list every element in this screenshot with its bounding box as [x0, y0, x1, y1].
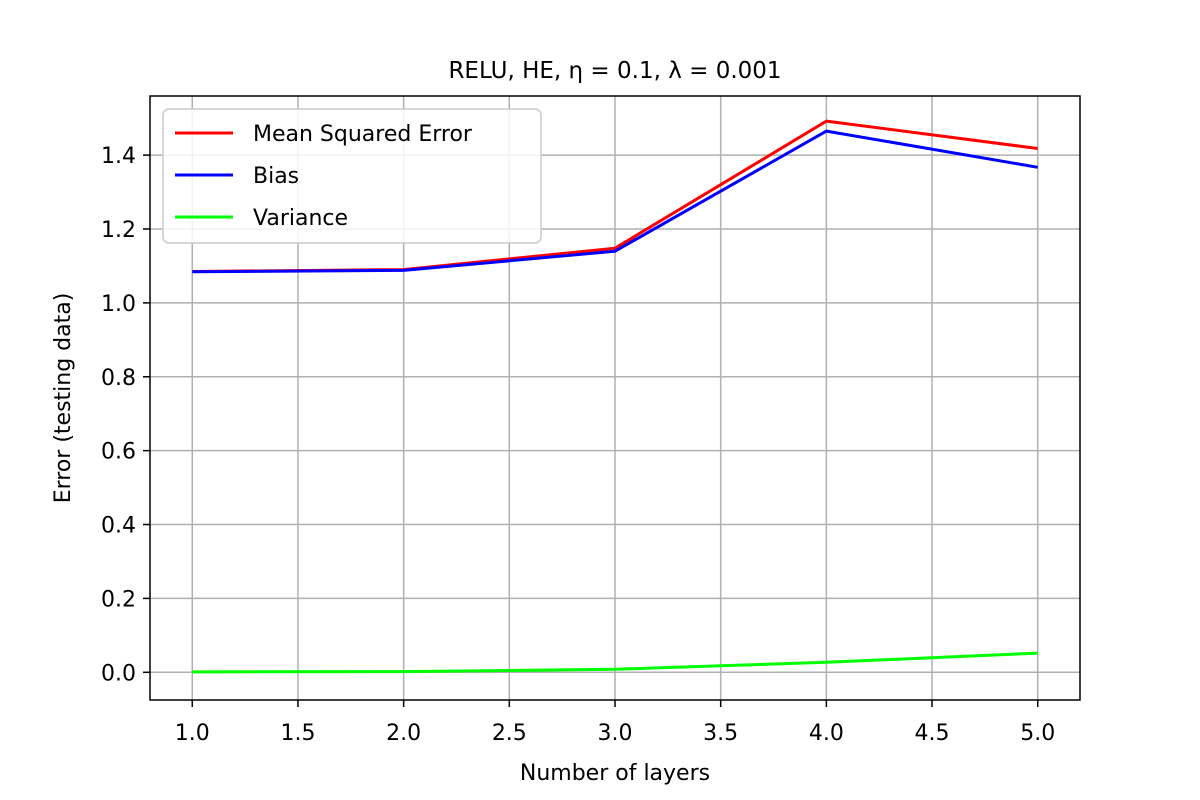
x-axis-ticks: 1.0 1.5 2.0 2.5 3.0 3.5 4.0 4.5 5.0	[175, 700, 1055, 746]
y-tick-label: 1.2	[101, 218, 136, 243]
y-tick-label: 0.6	[101, 440, 136, 465]
x-tick-label: 3.5	[703, 721, 738, 746]
x-tick-label: 4.5	[915, 721, 950, 746]
y-axis-ticks: 0.0 0.2 0.4 0.6 0.8 1.0 1.2 1.4	[101, 144, 150, 686]
y-axis-label: Error (testing data)	[51, 293, 76, 504]
x-tick-label: 1.5	[280, 721, 315, 746]
bias-line	[192, 129, 1038, 274]
legend-label-bias: Bias	[253, 164, 299, 189]
x-tick-label: 5.0	[1020, 721, 1055, 746]
legend-label-variance: Variance	[253, 206, 348, 231]
chart-title: RELU, HE, η = 0.1, λ = 0.001	[448, 58, 781, 84]
legend-label-mean-squared-error: Mean Squared Error	[253, 122, 473, 147]
x-tick-label: 1.0	[175, 721, 210, 746]
x-tick-label: 2.5	[492, 721, 527, 746]
x-tick-label: 4.0	[809, 721, 844, 746]
y-tick-label: 1.0	[101, 292, 136, 317]
variance-line	[192, 651, 1038, 674]
x-axis-label: Number of layers	[520, 761, 710, 786]
y-tick-label: 0.2	[101, 587, 136, 612]
y-tick-label: 0.8	[101, 366, 136, 391]
y-tick-label: 0.4	[101, 514, 136, 539]
legend: Mean Squared Error Bias Variance	[162, 108, 542, 244]
x-tick-label: 2.0	[386, 721, 421, 746]
x-tick-label: 3.0	[598, 721, 633, 746]
y-tick-label: 1.4	[101, 144, 136, 169]
legend-box	[162, 108, 542, 244]
grid-lines	[150, 96, 1080, 700]
series-lines	[192, 119, 1038, 674]
y-tick-label: 0.0	[101, 661, 136, 686]
